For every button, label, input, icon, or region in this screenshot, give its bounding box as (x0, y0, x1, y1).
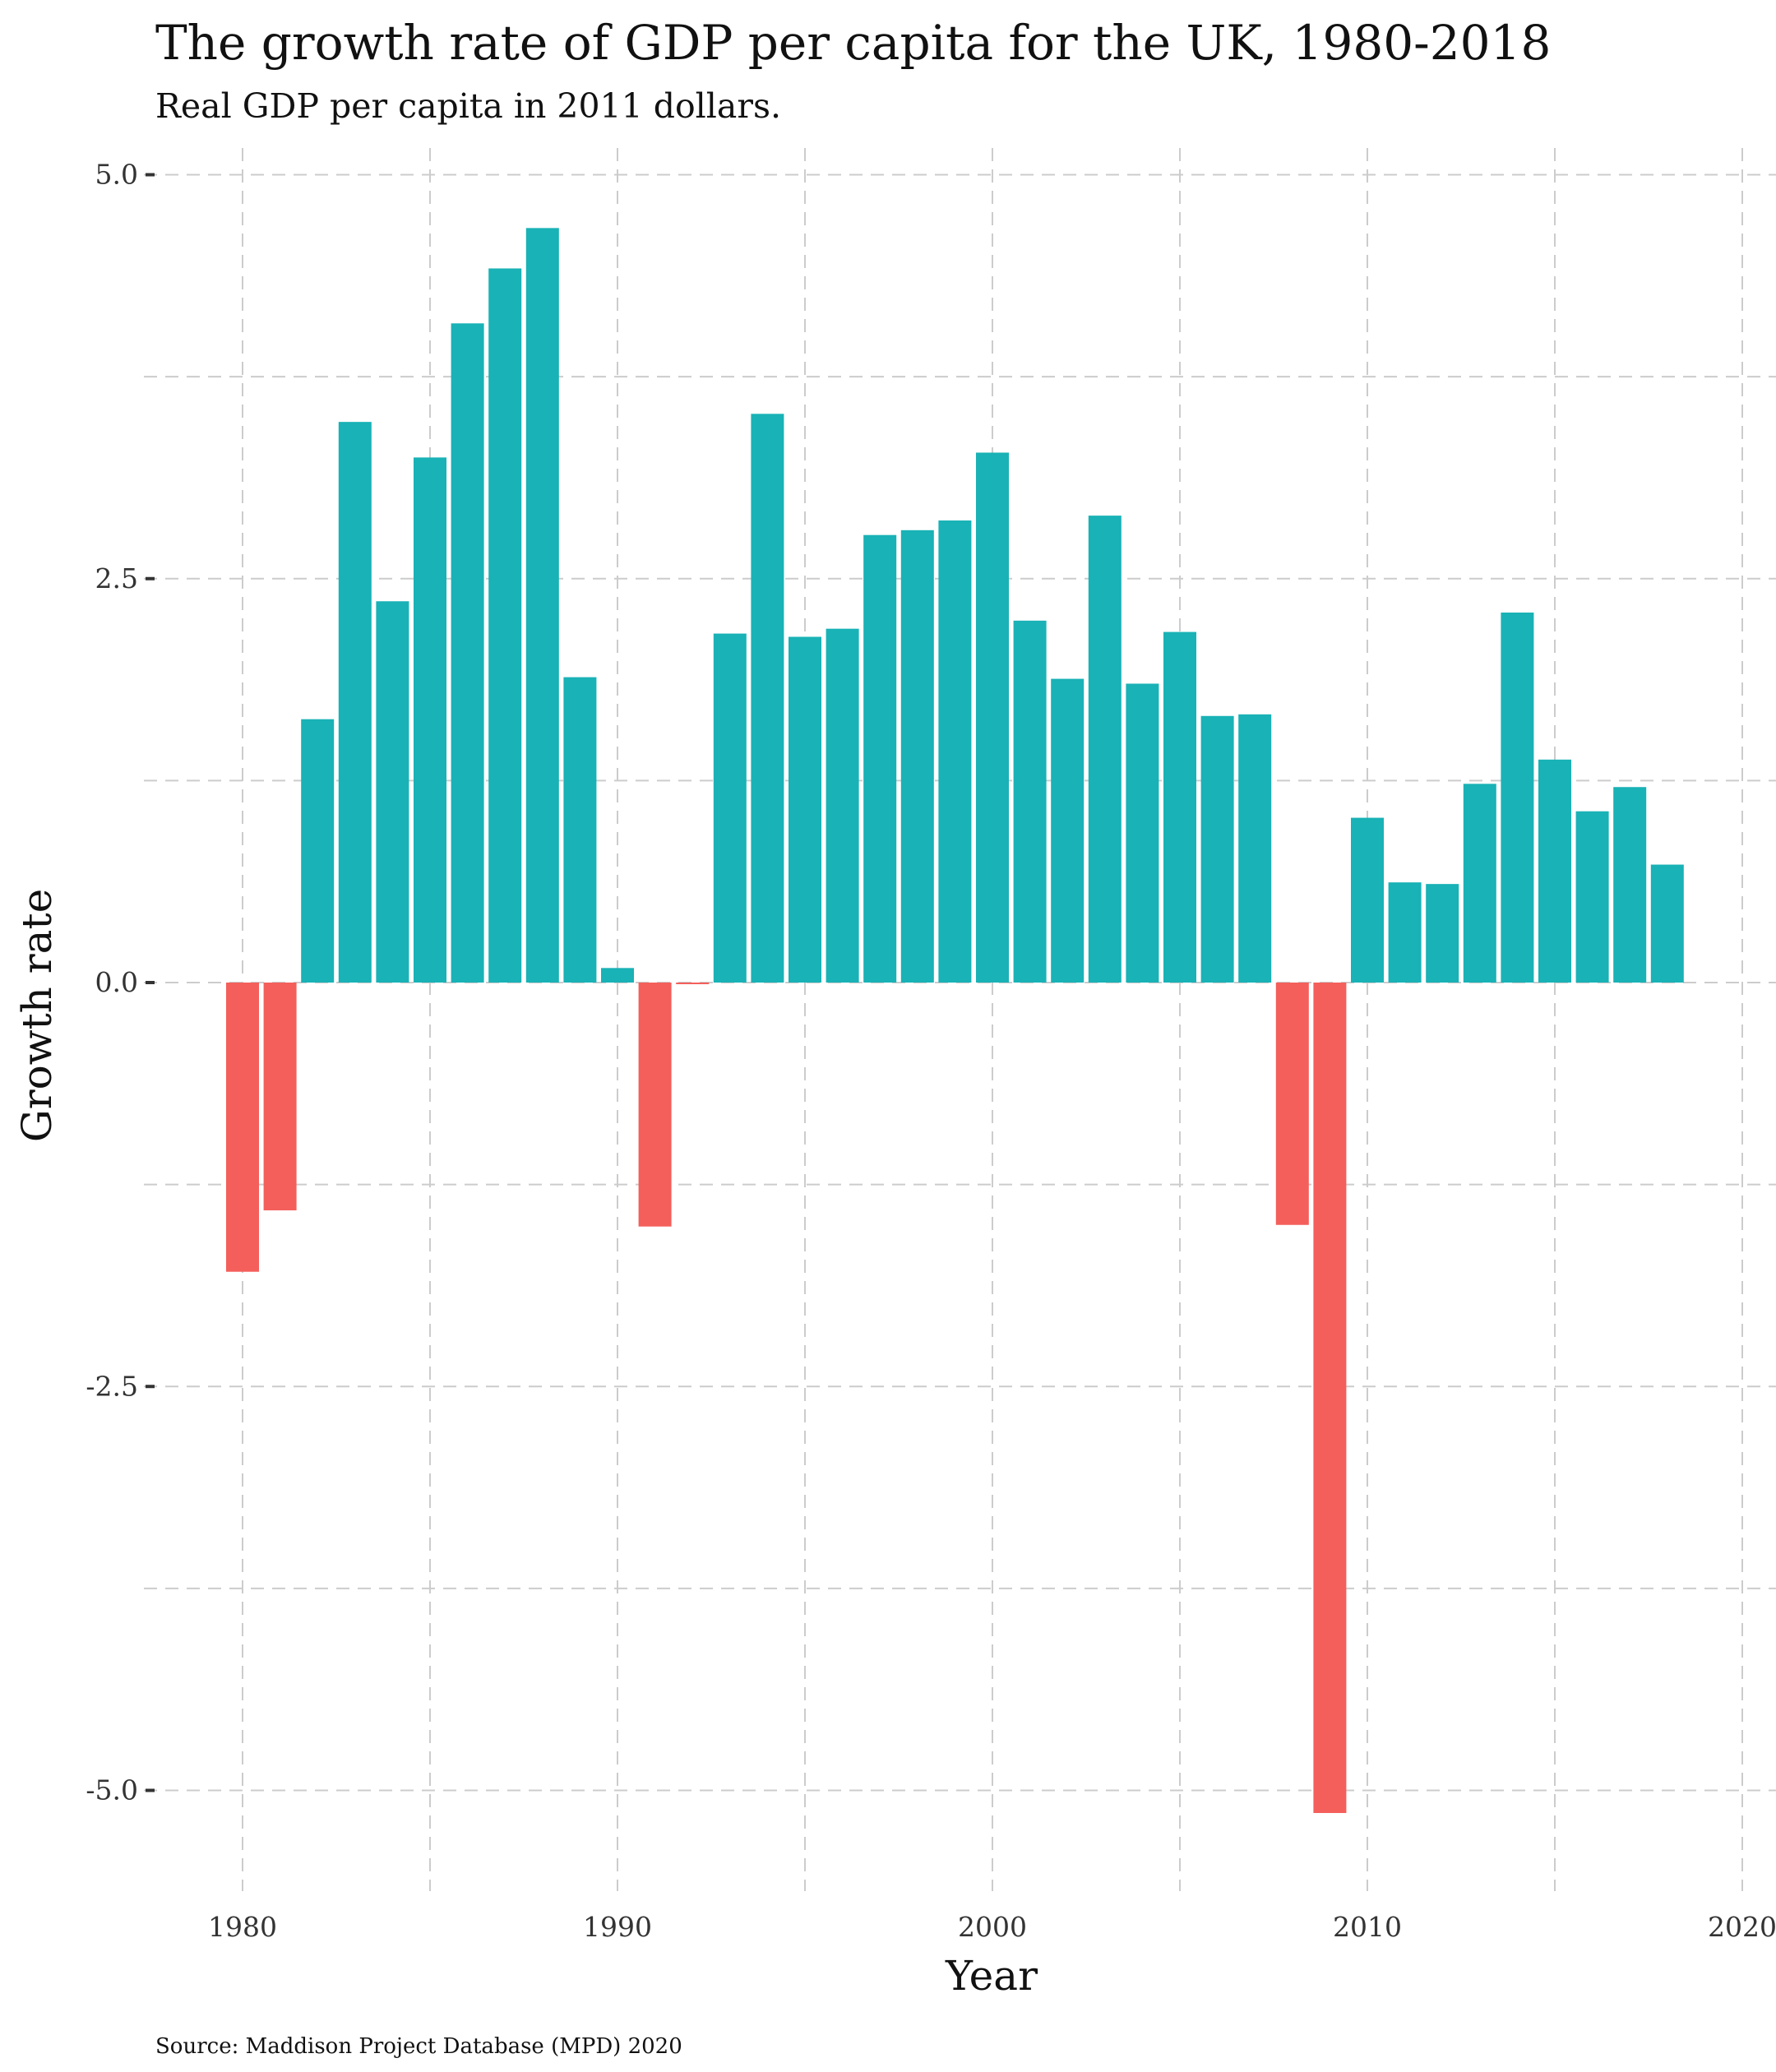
bar-1999 (938, 520, 972, 983)
bar-1991 (638, 983, 672, 1227)
bar-2011 (1388, 882, 1422, 983)
bar-2017 (1613, 787, 1647, 983)
chart-subtitle: Real GDP per capita in 2011 dollars. (155, 86, 782, 126)
bar-2007 (1238, 714, 1272, 983)
bar-1990 (601, 968, 634, 983)
y-tick-label: -5.0 (86, 1774, 138, 1806)
bar-2001 (1013, 620, 1047, 983)
bar-2014 (1501, 613, 1534, 983)
bar-1980 (226, 983, 259, 1272)
x-tick-label: 2010 (1333, 1911, 1402, 1943)
grid-lines (144, 148, 1776, 1891)
chart-title: The growth rate of GDP per capita for th… (155, 15, 1552, 71)
bar-2003 (1088, 516, 1122, 983)
bar-2010 (1351, 817, 1384, 983)
bar-2006 (1200, 715, 1234, 983)
bar-2015 (1538, 759, 1571, 983)
bar-1987 (488, 268, 522, 983)
x-tick-label: 2020 (1708, 1911, 1776, 1943)
y-tick-label: 0.0 (95, 966, 138, 998)
bars (226, 228, 1684, 1814)
bar-1995 (789, 636, 821, 983)
bar-1983 (338, 422, 372, 983)
bar-1996 (826, 628, 859, 983)
y-axis-title: Growth rate (13, 889, 61, 1142)
x-tick-label: 1980 (208, 1911, 277, 1943)
bar-1981 (263, 983, 297, 1211)
bar-2018 (1650, 864, 1684, 983)
y-tick-label: -2.5 (86, 1370, 138, 1402)
bar-1993 (713, 633, 747, 983)
y-axis: 5.0 2.5 0.0 -2.5 -5.0 (86, 159, 155, 1806)
bar-1982 (301, 719, 335, 983)
bar-1989 (563, 677, 597, 983)
bar-2012 (1426, 884, 1459, 983)
bar-2005 (1163, 631, 1196, 983)
bar-2009 (1313, 983, 1347, 1814)
bar-1986 (451, 323, 484, 983)
bar-2002 (1051, 678, 1085, 983)
bar-2000 (976, 452, 1009, 983)
x-axis: 1980 1990 2000 2010 2020 (208, 1911, 1776, 1943)
bar-1984 (376, 601, 409, 983)
bar-2013 (1463, 784, 1496, 983)
bar-1998 (900, 530, 934, 983)
x-tick-label: 2000 (958, 1911, 1027, 1943)
bar-1992 (676, 983, 710, 984)
bar-1985 (414, 457, 446, 983)
x-tick-label: 1990 (583, 1911, 652, 1943)
bar-2008 (1275, 983, 1309, 1225)
bar-1994 (751, 414, 784, 983)
bar-1997 (863, 534, 897, 983)
source-caption: Source: Maddison Project Database (MPD) … (155, 2034, 682, 2059)
bar-1988 (525, 228, 559, 983)
bar-2004 (1126, 683, 1159, 983)
y-tick-label: 2.5 (95, 562, 138, 594)
x-axis-title: Year (945, 1952, 1038, 2000)
y-tick-label: 5.0 (95, 159, 138, 191)
bar-2016 (1575, 811, 1609, 983)
